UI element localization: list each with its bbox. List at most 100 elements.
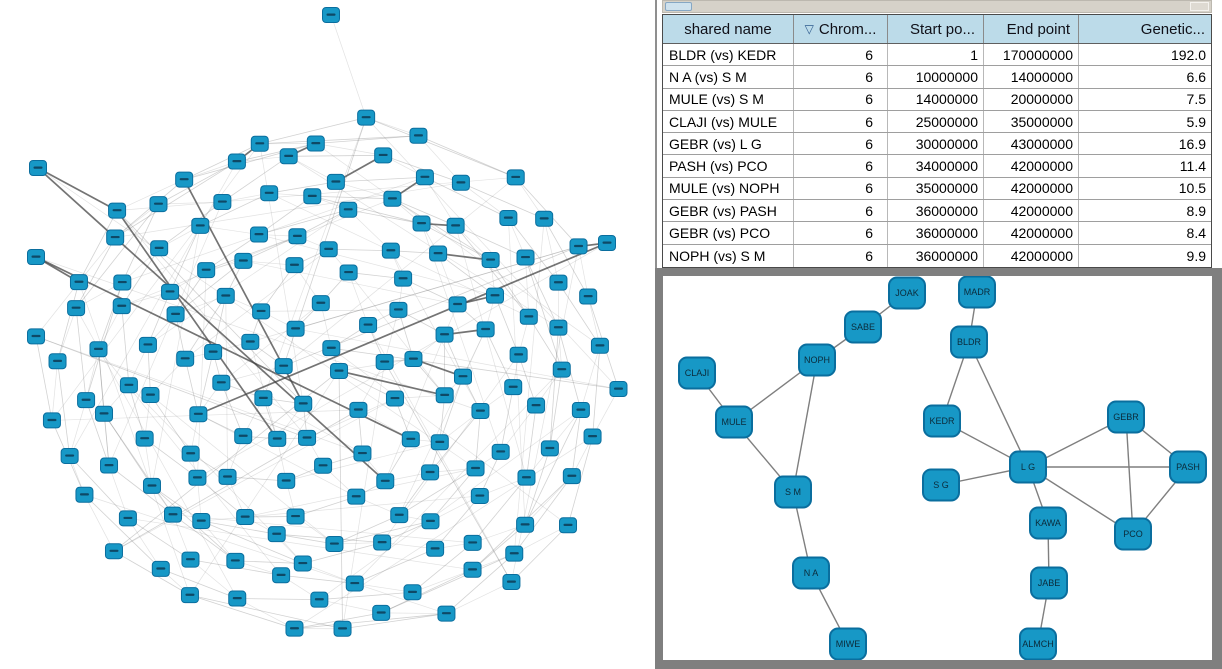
hairball-node[interactable]	[138, 336, 157, 353]
hairball-node[interactable]	[535, 210, 554, 227]
hairball-node[interactable]	[189, 406, 208, 423]
hairball-node[interactable]	[552, 361, 571, 378]
hairball-node[interactable]	[527, 397, 546, 414]
hairball-node[interactable]	[345, 575, 364, 592]
hairball-node[interactable]	[516, 249, 535, 266]
hairball-node[interactable]	[409, 127, 428, 144]
hairball-node[interactable]	[226, 552, 245, 569]
hairball-node[interactable]	[181, 445, 200, 462]
table-row[interactable]: N A (vs) S M 6 10000000 14000000 6.6	[663, 66, 1211, 89]
node-NOPH[interactable]: NOPH	[798, 343, 836, 377]
hairball-node[interactable]	[234, 428, 253, 445]
column-header-4[interactable]: Genetic...	[1079, 15, 1213, 43]
hairball-node[interactable]	[549, 319, 568, 336]
hairball-node[interactable]	[453, 368, 472, 385]
hairball-node[interactable]	[286, 320, 305, 337]
hairball-node[interactable]	[191, 217, 210, 234]
hairball-node[interactable]	[571, 402, 590, 419]
hairball-node[interactable]	[446, 217, 465, 234]
hairball-node[interactable]	[385, 390, 404, 407]
table-row[interactable]: CLAJI (vs) MULE 6 25000000 35000000 5.9	[663, 110, 1211, 134]
node-MULE[interactable]: MULE	[715, 405, 753, 439]
table-row[interactable]: MULE (vs) S M 6 14000000 20000000 7.5	[663, 88, 1211, 111]
hairball-node[interactable]	[470, 487, 489, 504]
hairball-node[interactable]	[319, 241, 338, 258]
hairball-node[interactable]	[164, 506, 183, 523]
hairball-node[interactable]	[48, 353, 67, 370]
hairball-node[interactable]	[188, 469, 207, 486]
hairball-node[interactable]	[218, 468, 237, 485]
hairball-node[interactable]	[298, 429, 317, 446]
hairball-node[interactable]	[339, 201, 358, 218]
hairball-node[interactable]	[306, 135, 325, 152]
edge-GEBR-PCO[interactable]	[1125, 416, 1134, 535]
hairball-node[interactable]	[311, 295, 330, 312]
hairball-node[interactable]	[250, 135, 269, 152]
edge-BLDR-L G[interactable]	[968, 341, 1029, 468]
hairball-node[interactable]	[252, 303, 271, 320]
edge-NOPH-S M[interactable]	[792, 359, 818, 493]
node-KAWA[interactable]: KAWA	[1029, 506, 1067, 540]
hairball-node[interactable]	[609, 381, 628, 398]
node-N A[interactable]: N A	[792, 556, 830, 590]
hairball-node[interactable]	[241, 333, 260, 350]
hairball-node[interactable]	[69, 274, 88, 291]
hairball-node[interactable]	[113, 274, 132, 291]
hairball-node[interactable]	[100, 457, 119, 474]
hairball-node[interactable]	[517, 469, 536, 486]
hairball-node[interactable]	[569, 238, 588, 255]
hairball-node[interactable]	[228, 590, 247, 607]
hairball-node[interactable]	[161, 283, 180, 300]
column-header-3[interactable]: End point	[984, 15, 1079, 43]
hairball-node[interactable]	[310, 591, 329, 608]
hairball-node[interactable]	[579, 288, 598, 305]
hairball-node[interactable]	[435, 387, 454, 404]
node-S G[interactable]: S G	[922, 468, 960, 502]
column-header-2[interactable]: Start po...	[888, 15, 984, 43]
hairball-node[interactable]	[390, 507, 409, 524]
node-JABE[interactable]: JABE	[1030, 566, 1068, 600]
hairball-node[interactable]	[373, 534, 392, 551]
hairball-node[interactable]	[583, 428, 602, 445]
hairball-node[interactable]	[60, 447, 79, 464]
hairball-node[interactable]	[135, 430, 154, 447]
hairball-node[interactable]	[288, 228, 307, 245]
hairball-node[interactable]	[176, 350, 195, 367]
hairball-node[interactable]	[404, 351, 423, 368]
hairball-node[interactable]	[325, 535, 344, 552]
hairball-node[interactable]	[267, 526, 286, 543]
table-row[interactable]: MULE (vs) NOPH 6 35000000 42000000 10.5	[663, 177, 1211, 201]
main-network-view[interactable]	[0, 0, 655, 669]
node-PASH[interactable]: PASH	[1169, 450, 1207, 484]
node-PCO[interactable]: PCO	[1114, 517, 1152, 551]
hairball-node[interactable]	[181, 551, 200, 568]
hairball-node[interactable]	[426, 540, 445, 557]
column-header-1[interactable]: ▽ Chrom...	[794, 15, 888, 43]
hairball-node[interactable]	[499, 210, 518, 227]
hairball-node[interactable]	[540, 440, 559, 457]
hairball-node[interactable]	[506, 169, 525, 186]
hairball-node[interactable]	[463, 534, 482, 551]
overlap-network-view[interactable]: JOAK SABE NOPH CLAJI MULE S M N A MIWE MADR BLDR K…	[655, 268, 1222, 669]
hairball-node[interactable]	[180, 587, 199, 604]
hairball-node[interactable]	[254, 390, 273, 407]
hairball-node[interactable]	[322, 340, 341, 357]
node-MADR[interactable]: MADR	[958, 275, 996, 309]
hairball-node[interactable]	[505, 545, 524, 562]
hairball-node[interactable]	[197, 262, 216, 279]
hairball-node[interactable]	[448, 296, 467, 313]
hairball-node[interactable]	[333, 620, 352, 637]
column-header-0[interactable]: shared name	[663, 15, 794, 43]
hairball-node[interactable]	[598, 235, 616, 251]
hairball-node[interactable]	[471, 403, 490, 420]
hairball-node[interactable]	[383, 190, 402, 207]
hairball-node[interactable]	[437, 605, 456, 622]
filter-funnel-icon[interactable]: ▽	[804, 22, 814, 36]
hairball-node[interactable]	[212, 374, 231, 391]
hairball-node[interactable]	[504, 379, 523, 396]
hairball-node[interactable]	[466, 460, 485, 477]
node-S M[interactable]: S M	[774, 475, 812, 509]
hairball-node[interactable]	[204, 344, 223, 361]
table-row[interactable]: PASH (vs) PCO 6 34000000 42000000 11.4	[663, 155, 1211, 178]
hairball-node[interactable]	[249, 226, 268, 243]
